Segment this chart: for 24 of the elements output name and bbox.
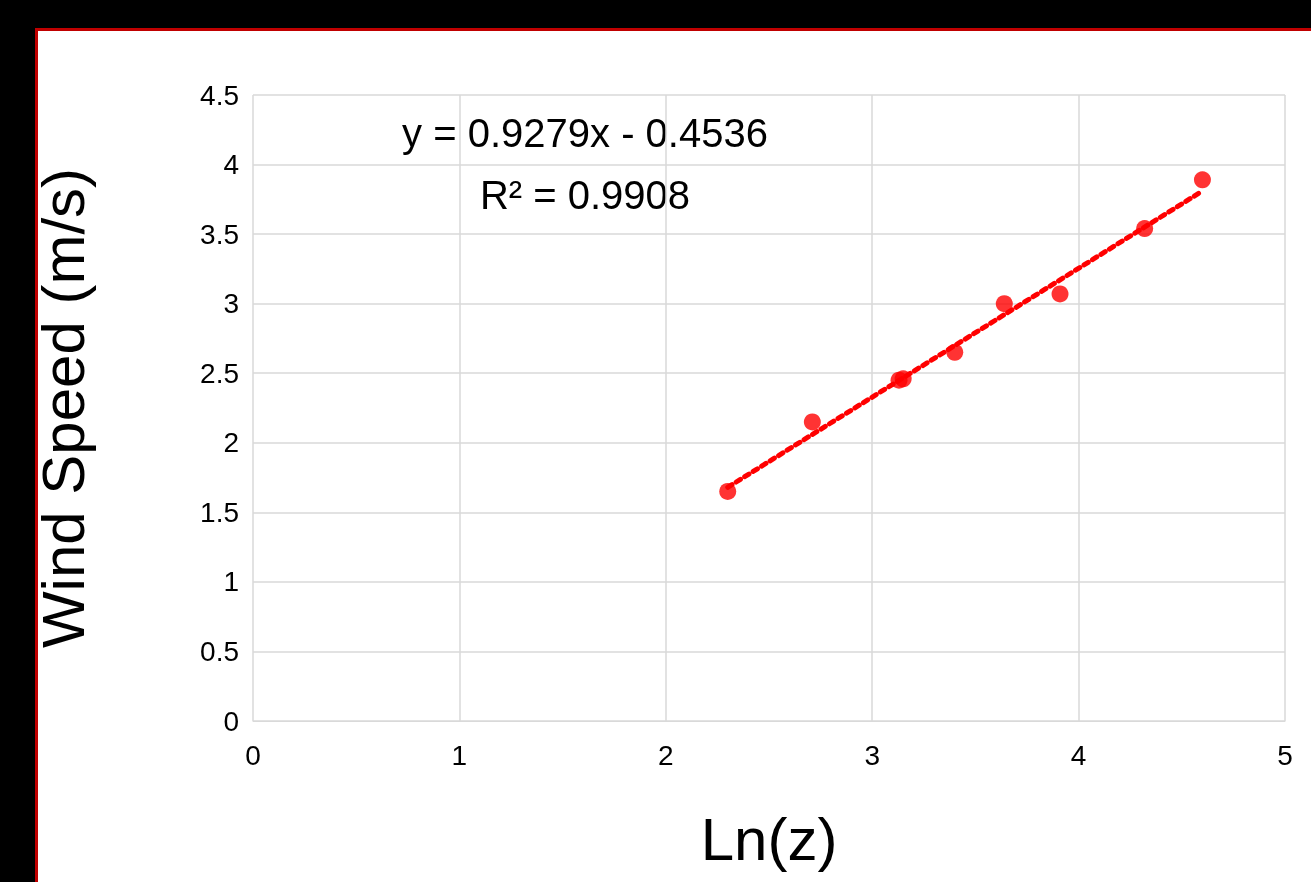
y-tick-label: 3 xyxy=(223,288,239,320)
y-tick-label: 3.5 xyxy=(200,218,239,250)
y-tick-label: 4 xyxy=(223,149,239,181)
point xyxy=(1193,171,1211,189)
point xyxy=(803,413,821,431)
y-axis-title: Wind Speed (m/s) xyxy=(29,167,97,649)
annotation: y = 0.9279x - 0.4536 xyxy=(402,111,768,155)
y-tick-label: 1 xyxy=(223,566,239,598)
x-tick-label: 5 xyxy=(1277,739,1293,771)
annotation: R² = 0.9908 xyxy=(479,173,691,217)
point xyxy=(995,295,1013,313)
y-tick-label: 2.5 xyxy=(200,357,239,389)
point xyxy=(1051,285,1069,303)
y-tick-label: 4.5 xyxy=(200,79,239,111)
y-tick-label: 2 xyxy=(223,427,239,459)
x-tick-label: 1 xyxy=(451,739,468,771)
y-tick-label: 0 xyxy=(223,705,239,737)
x-tick-label: 2 xyxy=(658,739,674,771)
x-tick-label: 0 xyxy=(245,739,261,771)
y-tick-label: 1.5 xyxy=(200,496,239,528)
x-axis-title: Ln(z) xyxy=(700,805,838,873)
x-tick-label: 4 xyxy=(1070,739,1087,771)
y-tick-label: 0.5 xyxy=(200,635,239,667)
x-tick-label: 3 xyxy=(864,739,880,771)
